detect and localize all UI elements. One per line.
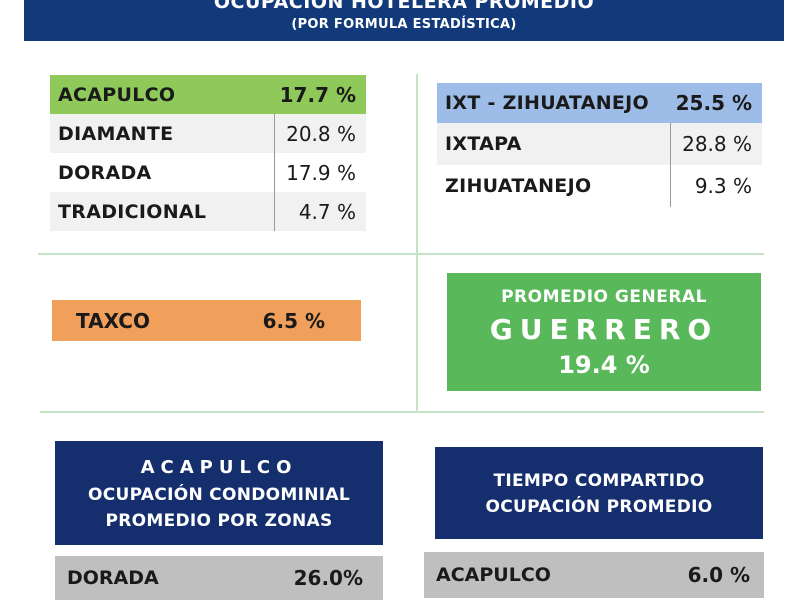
taxco-value: 6.5 % [262, 308, 325, 333]
zone-value: 17.9 % [274, 153, 366, 192]
ixtapa-table: IXT - ZIHUATANEJO 25.5 % IXTAPA 28.8 % Z… [437, 83, 762, 209]
general-average-box: PROMEDIO GENERAL GUERRERO 19.4 % [447, 273, 761, 391]
vertical-divider [416, 74, 418, 412]
condominial-row: DORADA 26.0% [55, 556, 383, 600]
zone-name: ZIHUATANEJO [445, 175, 592, 197]
taxco-row: TAXCO 6.5 % [52, 300, 361, 341]
table-row: IXT - ZIHUATANEJO 25.5 % [437, 83, 762, 123]
zone-name: DORADA [58, 161, 152, 184]
zone-value: 4.7 % [274, 192, 366, 231]
acapulco-table: ACAPULCO 17.7 % DIAMANTE 20.8 % DORADA 1… [50, 75, 366, 231]
tiempo-compartido-header: TIEMPO COMPARTIDO OCUPACIÓN PROMEDIO [435, 447, 763, 539]
condominial-line2: OCUPACIÓN CONDOMINIAL [88, 485, 350, 505]
table-row: TRADICIONAL 4.7 % [50, 192, 366, 231]
zone-value: 20.8 % [274, 114, 366, 153]
zone-value: 28.8 % [670, 123, 762, 165]
horizontal-divider-top [38, 253, 764, 255]
page-subtitle: (POR FORMULA ESTADÍSTICA) [291, 17, 517, 32]
zone-name: TRADICIONAL [58, 200, 207, 223]
zone-name: IXT - ZIHUATANEJO [445, 92, 650, 114]
condominial-line1: ACAPULCO [140, 457, 298, 478]
table-row: DIAMANTE 20.8 % [50, 114, 366, 153]
tiempo-compartido-row: ACAPULCO 6.0 % [424, 552, 764, 598]
zone-name: DORADA [67, 567, 159, 589]
tiempo-line2: OCUPACIÓN PROMEDIO [485, 497, 713, 517]
zone-name: ACAPULCO [58, 83, 176, 106]
condominial-header: ACAPULCO OCUPACIÓN CONDOMINIAL PROMEDIO … [55, 441, 383, 545]
zone-value: 9.3 % [670, 165, 762, 207]
zone-value: 6.0 % [687, 563, 750, 587]
zone-name: ACAPULCO [436, 564, 551, 586]
tiempo-line1: TIEMPO COMPARTIDO [493, 471, 705, 491]
general-label: PROMEDIO GENERAL [501, 287, 707, 307]
state-label: GUERRERO [489, 313, 719, 346]
zone-name: DIAMANTE [58, 122, 174, 145]
zone-value: 17.7 % [279, 82, 356, 107]
taxco-name: TAXCO [76, 308, 150, 333]
page-header: OCUPACIÓN HOTELERA PROMEDIO (POR FORMULA… [24, 0, 784, 41]
zone-value: 26.0% [293, 566, 363, 590]
table-row: IXTAPA 28.8 % [437, 123, 762, 165]
general-value: 19.4 % [558, 351, 650, 379]
zone-name: IXTAPA [445, 133, 522, 155]
condominial-line3: PROMEDIO POR ZONAS [105, 511, 333, 531]
table-row: DORADA 17.9 % [50, 153, 366, 192]
table-row: ACAPULCO 17.7 % [50, 75, 366, 114]
horizontal-divider-bottom [40, 411, 764, 413]
page-title: OCUPACIÓN HOTELERA PROMEDIO [213, 0, 595, 13]
table-row: ZIHUATANEJO 9.3 % [437, 165, 762, 207]
zone-value: 25.5 % [675, 91, 752, 115]
